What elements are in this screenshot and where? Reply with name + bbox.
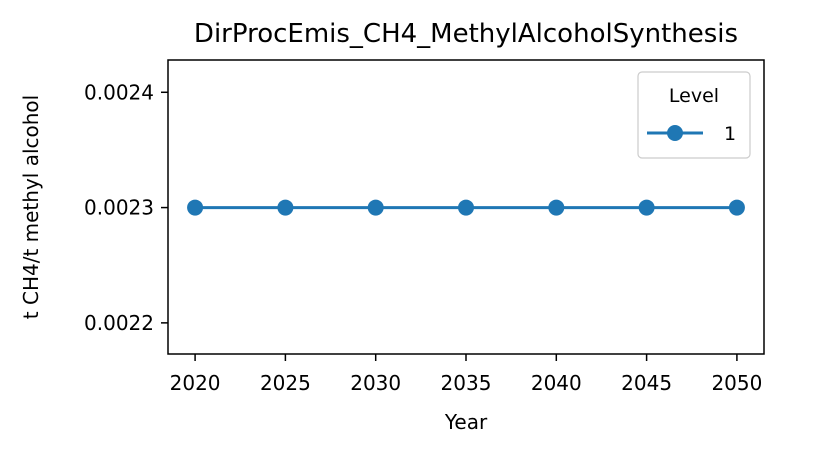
legend-title: Level — [669, 85, 719, 107]
data-point — [548, 199, 565, 216]
legend-entry-label: 1 — [724, 123, 736, 145]
x-tick-label: 2035 — [441, 371, 492, 395]
legend: Level 1 — [637, 71, 751, 159]
x-tick-label: 2030 — [350, 371, 401, 395]
chart-title: DirProcEmis_CH4_MethylAlcoholSynthesis — [194, 19, 738, 49]
data-point — [638, 199, 655, 216]
legend-frame — [637, 71, 751, 159]
x-tick-label: 2020 — [170, 371, 221, 395]
x-tick-label: 2045 — [621, 371, 672, 395]
data-point — [187, 199, 204, 216]
y-axis: 0.0022 0.0023 0.0024 — [84, 80, 168, 335]
x-tick-label: 2025 — [260, 371, 311, 395]
data-point — [728, 199, 745, 216]
y-tick-label: 0.0022 — [84, 311, 154, 335]
legend-marker-swatch — [667, 125, 683, 141]
data-point — [367, 199, 384, 216]
x-axis: 2020 2025 2030 2035 2040 2045 2050 — [170, 354, 762, 395]
x-axis-label: Year — [444, 410, 488, 434]
series-layer — [187, 199, 745, 216]
y-axis-label: t CH4/t methyl alcohol — [19, 95, 43, 319]
y-tick-label: 0.0024 — [84, 80, 154, 104]
x-tick-label: 2040 — [531, 371, 582, 395]
data-point — [458, 199, 474, 216]
y-tick-label: 0.0023 — [84, 196, 154, 220]
data-point — [277, 199, 294, 216]
x-tick-label: 2050 — [711, 371, 762, 395]
